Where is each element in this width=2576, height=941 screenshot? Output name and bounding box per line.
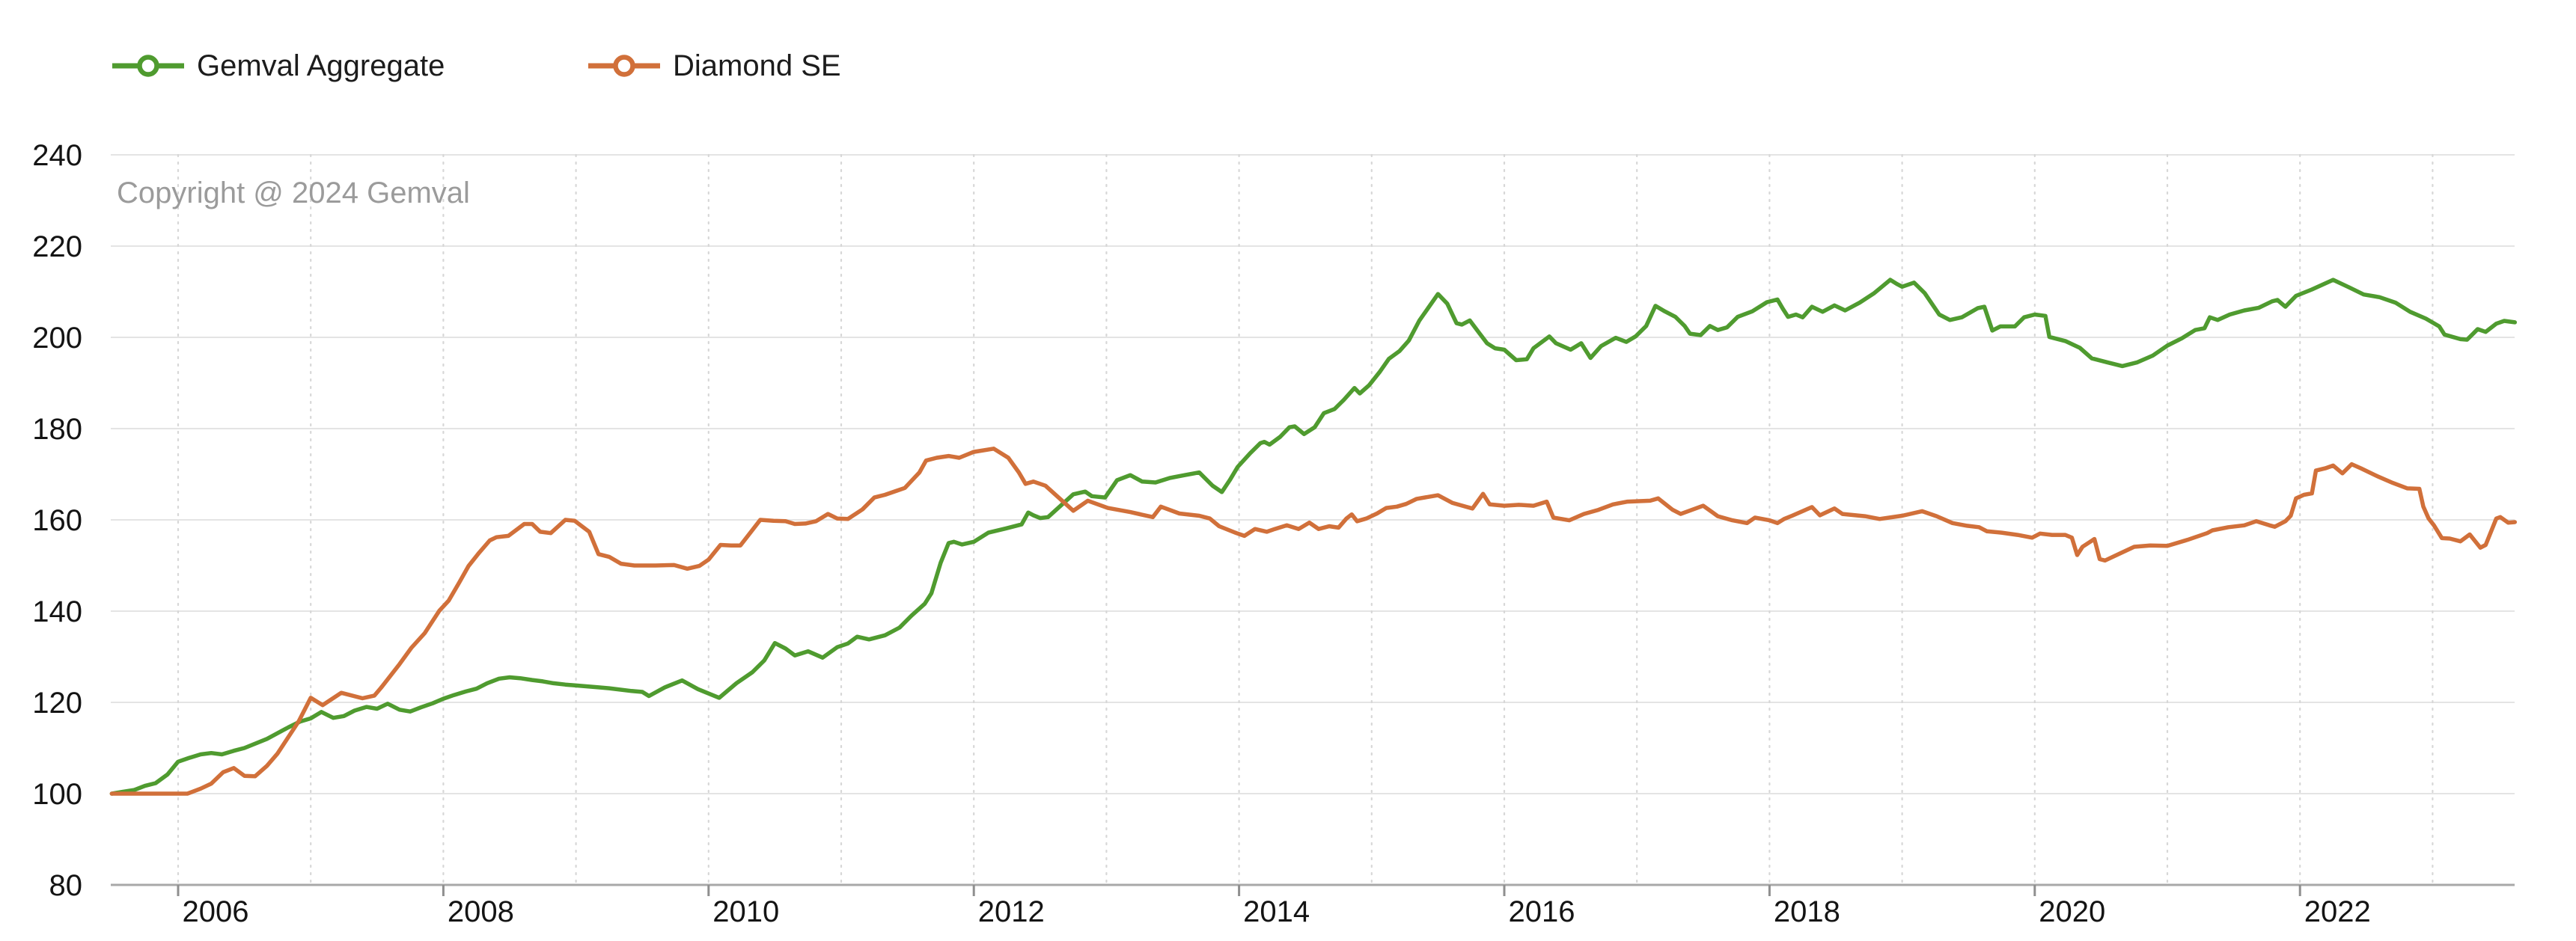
y-tick-label: 220 (32, 230, 82, 263)
y-tick-label: 140 (32, 595, 82, 628)
x-tick-label: 2008 (448, 895, 514, 928)
copyright-text: Copyright @ 2024 Gemval (117, 177, 470, 209)
y-tick-label: 80 (49, 869, 83, 902)
x-tick-label: 2012 (978, 895, 1045, 928)
legend-item-gemval-aggregate[interactable]: Gemval Aggregate (111, 49, 445, 82)
y-tick-label: 100 (32, 778, 82, 811)
y-tick-label: 160 (32, 504, 82, 537)
y-tick-label: 240 (32, 139, 82, 172)
y-tick-label: 120 (32, 687, 82, 720)
y-tick-label: 200 (32, 322, 82, 355)
x-tick-label: 2022 (2304, 895, 2371, 928)
legend: Gemval Aggregate Diamond SE (0, 0, 2576, 90)
legend-label-diamond-se: Diamond SE (673, 49, 841, 82)
x-tick-label: 2006 (183, 895, 249, 928)
line-marker-icon (112, 55, 184, 77)
series-line-diamond-se[interactable] (109, 447, 2518, 796)
x-tick-label: 2018 (1774, 895, 1840, 928)
x-tick-label: 2016 (1509, 895, 1575, 928)
x-tick-label: 2010 (712, 895, 779, 928)
legend-label-gemval-aggregate: Gemval Aggregate (197, 49, 445, 82)
legend-item-diamond-se[interactable]: Diamond SE (587, 49, 841, 82)
line-marker-icon (588, 55, 660, 77)
series-line-gemval-aggregate[interactable] (109, 278, 2518, 796)
x-tick-label: 2020 (2039, 895, 2105, 928)
x-tick-label: 2014 (1243, 895, 1310, 928)
y-tick-label: 180 (32, 413, 82, 446)
